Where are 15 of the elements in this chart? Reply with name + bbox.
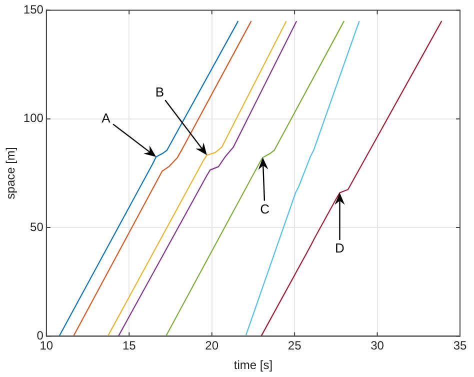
x-tick-label: 35 bbox=[453, 338, 467, 353]
x-tick-label: 20 bbox=[205, 338, 219, 353]
y-axis-title: space [m] bbox=[4, 147, 18, 200]
x-axis-title: time [s] bbox=[234, 358, 273, 372]
annotation: B bbox=[155, 84, 164, 100]
x-tick-label: 10 bbox=[40, 338, 54, 353]
x-tick-label: 15 bbox=[122, 338, 136, 353]
y-tick-label: 100 bbox=[23, 111, 44, 126]
y-tick-label: 150 bbox=[23, 2, 44, 17]
annotation: A bbox=[102, 110, 111, 126]
y-tick-label: 50 bbox=[30, 220, 44, 234]
annotation: D bbox=[335, 240, 344, 256]
annotation: C bbox=[260, 201, 270, 216]
x-tick-label: 30 bbox=[370, 338, 384, 353]
x-tick-label: 25 bbox=[288, 338, 302, 353]
